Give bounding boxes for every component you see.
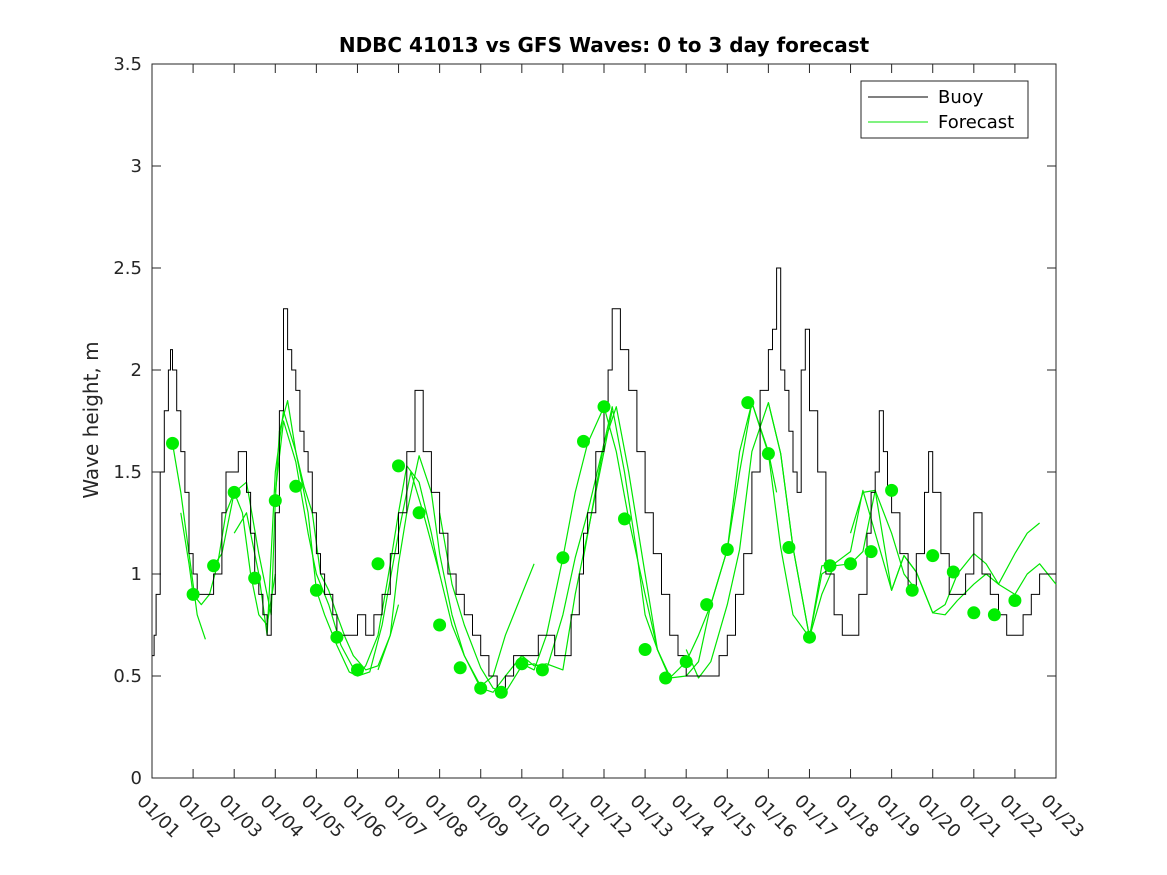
forecast-point <box>844 557 857 571</box>
y-tick-label: 1 <box>131 564 142 585</box>
forecast-run-line <box>233 410 441 677</box>
forecast-point <box>987 608 1001 622</box>
y-tick-label: 2.5 <box>113 258 142 279</box>
forecast-point <box>227 485 241 499</box>
forecast-point <box>309 583 323 597</box>
forecast-point <box>720 543 734 556</box>
forecast-point <box>618 512 631 526</box>
series-layer <box>152 267 1057 697</box>
y-tick-label: 3.5 <box>113 54 142 75</box>
forecast-point <box>885 483 899 497</box>
forecast-point <box>268 494 282 508</box>
plot-area: 00.511.522.533.501/0101/0201/0301/0401/0… <box>113 54 1088 842</box>
legend-forecast-label: Forecast <box>938 112 1014 133</box>
legend: Buoy Forecast <box>860 80 1029 139</box>
forecast-point <box>289 479 303 493</box>
forecast-point <box>371 557 385 571</box>
forecast-point <box>433 618 447 632</box>
buoy-line <box>152 267 1056 697</box>
forecast-point <box>535 663 549 677</box>
forecast-point <box>823 559 837 573</box>
y-tick-label: 1.5 <box>113 462 142 483</box>
forecast-point <box>207 559 221 573</box>
forecast-point <box>1008 594 1022 607</box>
forecast-point <box>556 551 570 565</box>
forecast-point <box>597 400 611 414</box>
y-tick-label: 2 <box>131 360 142 381</box>
forecast-point <box>412 506 426 520</box>
forecast-point <box>946 565 960 579</box>
forecast-point <box>967 606 981 620</box>
forecast-point <box>351 663 364 677</box>
forecast-point <box>864 545 878 559</box>
forecast-point <box>453 661 467 675</box>
forecast-run-line <box>377 410 613 693</box>
forecast-point <box>494 685 508 699</box>
y-axis-label: Wave height, m <box>79 341 103 498</box>
forecast-point <box>761 447 775 461</box>
y-tick-label: 3 <box>131 156 142 177</box>
forecast-point <box>186 587 200 601</box>
y-tick-label: 0.5 <box>113 666 142 687</box>
forecast-point <box>248 571 262 585</box>
analysis-dots <box>166 396 1022 699</box>
forecast-point <box>803 630 816 644</box>
forecast-point <box>700 598 714 612</box>
legend-box <box>860 80 1029 139</box>
legend-buoy-label: Buoy <box>938 87 984 108</box>
forecast-run-line <box>521 402 778 679</box>
forecast-point <box>330 630 344 644</box>
chart-title: NDBC 41013 vs GFS Waves: 0 to 3 day fore… <box>339 33 870 57</box>
forecast-point <box>659 671 673 685</box>
forecast-point <box>905 583 919 597</box>
forecast-point <box>741 396 755 410</box>
forecast-point <box>926 549 940 563</box>
forecast-point <box>392 459 405 473</box>
forecast-point <box>474 681 488 695</box>
forecast-point <box>515 657 529 671</box>
forecast-point <box>679 655 693 669</box>
forecast-point <box>577 434 590 448</box>
forecast-run-line <box>439 406 671 693</box>
forecast-point <box>638 643 652 656</box>
forecast-run-line <box>849 489 1040 614</box>
forecast-point <box>166 436 179 450</box>
forecast-point <box>782 541 796 554</box>
y-tick-label: 0 <box>131 768 142 789</box>
